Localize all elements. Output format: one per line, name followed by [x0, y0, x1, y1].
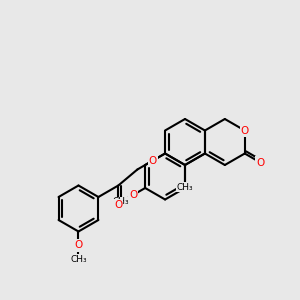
Text: CH₃: CH₃	[70, 255, 87, 264]
Text: O: O	[114, 200, 122, 211]
Text: O: O	[149, 155, 157, 166]
Text: O: O	[74, 241, 83, 250]
Text: O: O	[129, 190, 137, 200]
Text: CH₃: CH₃	[177, 182, 193, 191]
Text: CH₃: CH₃	[112, 197, 129, 206]
Text: O: O	[241, 125, 249, 136]
Text: O: O	[256, 158, 265, 167]
